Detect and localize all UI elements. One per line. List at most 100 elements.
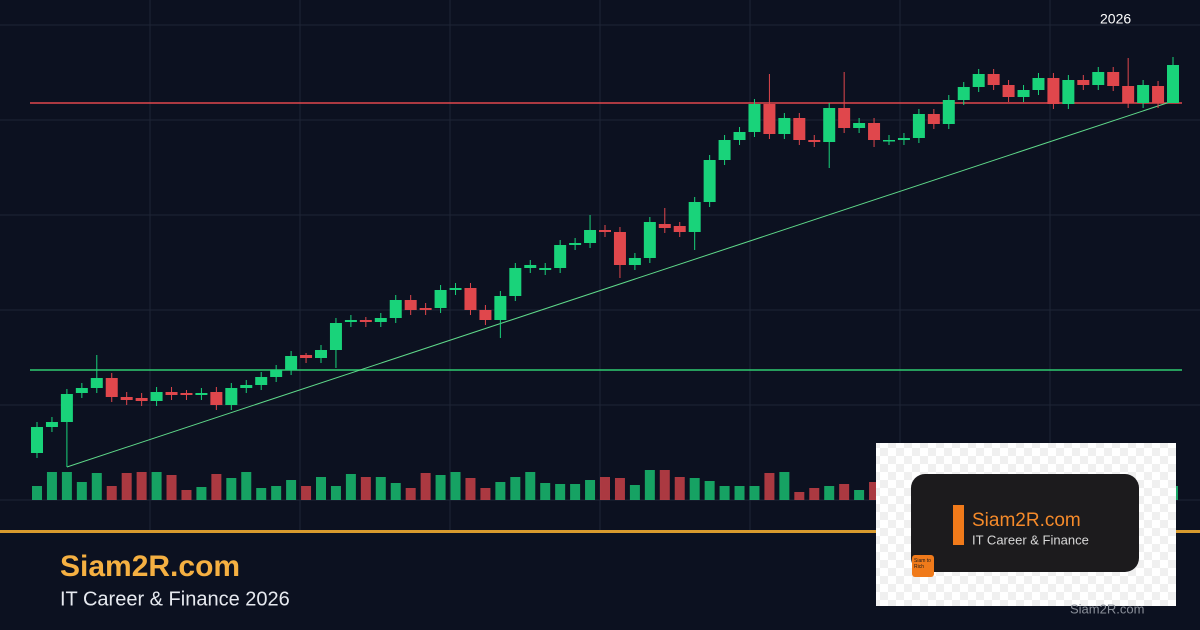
candle-body bbox=[1062, 80, 1075, 104]
candle-body bbox=[374, 318, 387, 322]
candle-body bbox=[539, 268, 552, 270]
volume-bar bbox=[271, 486, 282, 500]
candle-body bbox=[180, 393, 193, 395]
candle-body bbox=[703, 160, 716, 202]
candle-body bbox=[613, 232, 626, 265]
candle-body bbox=[942, 100, 955, 124]
candle-body bbox=[300, 355, 313, 358]
volume-bar bbox=[764, 473, 775, 500]
volume-bar bbox=[839, 484, 850, 500]
candle-body bbox=[1167, 65, 1179, 103]
candle-body bbox=[1152, 86, 1165, 103]
volume-bar bbox=[585, 480, 596, 500]
candle-body bbox=[509, 268, 522, 296]
volume-bar bbox=[719, 486, 730, 500]
candle-body bbox=[569, 243, 582, 245]
volume-bar bbox=[734, 486, 745, 500]
watermark: Siam2R.com bbox=[1070, 601, 1144, 616]
volume-bar bbox=[420, 473, 431, 500]
logo-badge-text: Siam to Rich bbox=[914, 558, 931, 570]
candle-body bbox=[778, 118, 791, 134]
volume-bar bbox=[360, 477, 371, 500]
candle-body bbox=[868, 123, 881, 140]
volume-bar bbox=[794, 492, 805, 500]
footer-title: Siam2R.com bbox=[60, 550, 240, 583]
candle-body bbox=[912, 114, 925, 138]
volume-bar bbox=[570, 484, 581, 500]
volume-bar bbox=[345, 474, 356, 500]
candle-body bbox=[225, 388, 238, 405]
candle-body bbox=[1032, 78, 1045, 90]
volume-bar bbox=[91, 473, 102, 500]
candle-body bbox=[479, 310, 492, 320]
volume-bar bbox=[824, 486, 835, 500]
logo-title: Siam2R.com bbox=[972, 510, 1081, 531]
candle-body bbox=[359, 320, 372, 322]
candle-body bbox=[957, 87, 970, 100]
logo-badge bbox=[912, 555, 934, 577]
candle-body bbox=[838, 108, 851, 128]
candle-body bbox=[733, 132, 746, 140]
volume-bar bbox=[779, 472, 790, 500]
footer-subtitle: IT Career & Finance 2026 bbox=[60, 588, 290, 610]
candle-body bbox=[599, 230, 611, 232]
volume-bar bbox=[614, 478, 625, 500]
logo-subtitle: IT Career & Finance bbox=[972, 532, 1089, 547]
candle-body bbox=[434, 290, 447, 308]
candle-body bbox=[404, 300, 417, 310]
volume-bar bbox=[480, 488, 491, 500]
volume-bar bbox=[405, 488, 416, 500]
volume-bar bbox=[689, 478, 700, 500]
candle-body bbox=[673, 226, 686, 232]
volume-bar bbox=[495, 482, 506, 500]
logo-badge-text-box: Siam to Rich bbox=[914, 558, 931, 570]
volume-bar bbox=[674, 477, 685, 500]
candle-body bbox=[927, 114, 940, 124]
candle-body bbox=[883, 140, 895, 142]
candle-body bbox=[419, 308, 432, 310]
candle-body bbox=[748, 104, 761, 132]
candle-body bbox=[763, 104, 776, 134]
volume-bar bbox=[659, 470, 670, 500]
volume-bar bbox=[32, 486, 42, 500]
volume-bar bbox=[510, 477, 521, 500]
volume-bar bbox=[151, 472, 162, 500]
logo-card bbox=[911, 474, 1139, 572]
volume-bar bbox=[600, 477, 610, 500]
logo: Siam2R.com IT Career & Finance Siam to R… bbox=[876, 443, 1176, 606]
volume-bar bbox=[286, 480, 297, 500]
volume-bar bbox=[76, 482, 87, 500]
volume-bar bbox=[704, 481, 715, 500]
candle-body bbox=[987, 74, 1000, 85]
volume-bar bbox=[435, 475, 446, 500]
candle-body bbox=[718, 140, 731, 160]
volume-bar bbox=[316, 477, 326, 500]
volume-bar bbox=[226, 478, 237, 500]
volume-bar bbox=[644, 470, 655, 500]
candle-body bbox=[793, 118, 806, 140]
candle-body bbox=[808, 140, 821, 142]
candle-body bbox=[315, 350, 327, 358]
candle-body bbox=[60, 394, 73, 422]
volume-bar bbox=[256, 488, 267, 500]
candle-body bbox=[285, 356, 298, 370]
candle-body bbox=[584, 230, 597, 243]
candle-body bbox=[853, 123, 866, 128]
candle-body bbox=[1002, 85, 1015, 97]
candle-body bbox=[1017, 90, 1030, 97]
volume-bar bbox=[61, 472, 72, 500]
candle-body bbox=[45, 422, 58, 427]
volume-bar bbox=[106, 486, 117, 500]
volume-bar bbox=[121, 473, 132, 500]
candle-body bbox=[688, 202, 701, 232]
candle-body bbox=[31, 427, 43, 453]
candle-body bbox=[972, 74, 985, 87]
candle-body bbox=[90, 378, 103, 388]
volume-bar bbox=[211, 474, 222, 500]
candle-body bbox=[1122, 86, 1135, 103]
candle-body bbox=[270, 370, 283, 377]
candle-body bbox=[1077, 80, 1090, 85]
volume-bar bbox=[390, 483, 401, 500]
